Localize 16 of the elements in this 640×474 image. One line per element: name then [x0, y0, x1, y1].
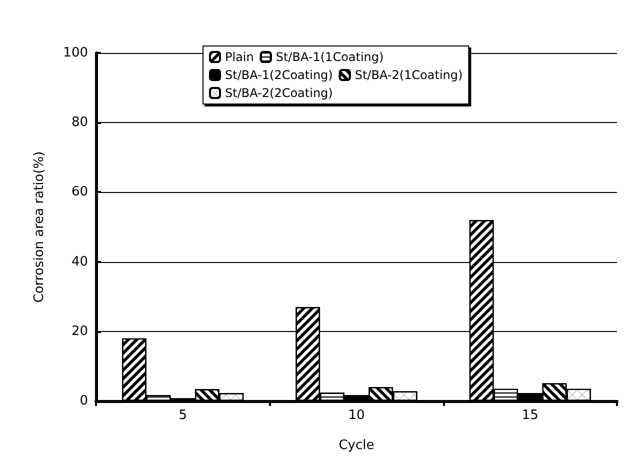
y-tick-label: 40: [71, 254, 88, 270]
y-axis-title: Corrosion area ratio(%): [32, 151, 47, 303]
x-tick-label: 10: [348, 408, 365, 423]
y-tick-label: 80: [71, 115, 88, 130]
y-tick-label: 100: [63, 46, 88, 60]
y-tick-label: 20: [71, 324, 88, 339]
legend-label: St/BA-1(2Coating): [225, 68, 333, 82]
legend-label: St/BA-2(1Coating): [354, 68, 463, 82]
x-axis-title: Cycle: [338, 438, 374, 453]
legend-label: Plain: [225, 50, 254, 64]
x-tick-label: 5: [178, 408, 187, 423]
x-tick-label: 15: [522, 408, 538, 423]
legend-label: St/BA-2(2Coating): [225, 86, 333, 100]
y-tick-label: 60: [71, 184, 88, 200]
y-tick-label: 0: [80, 394, 88, 408]
legend-label: St/BA-1(1Coating): [276, 50, 384, 64]
